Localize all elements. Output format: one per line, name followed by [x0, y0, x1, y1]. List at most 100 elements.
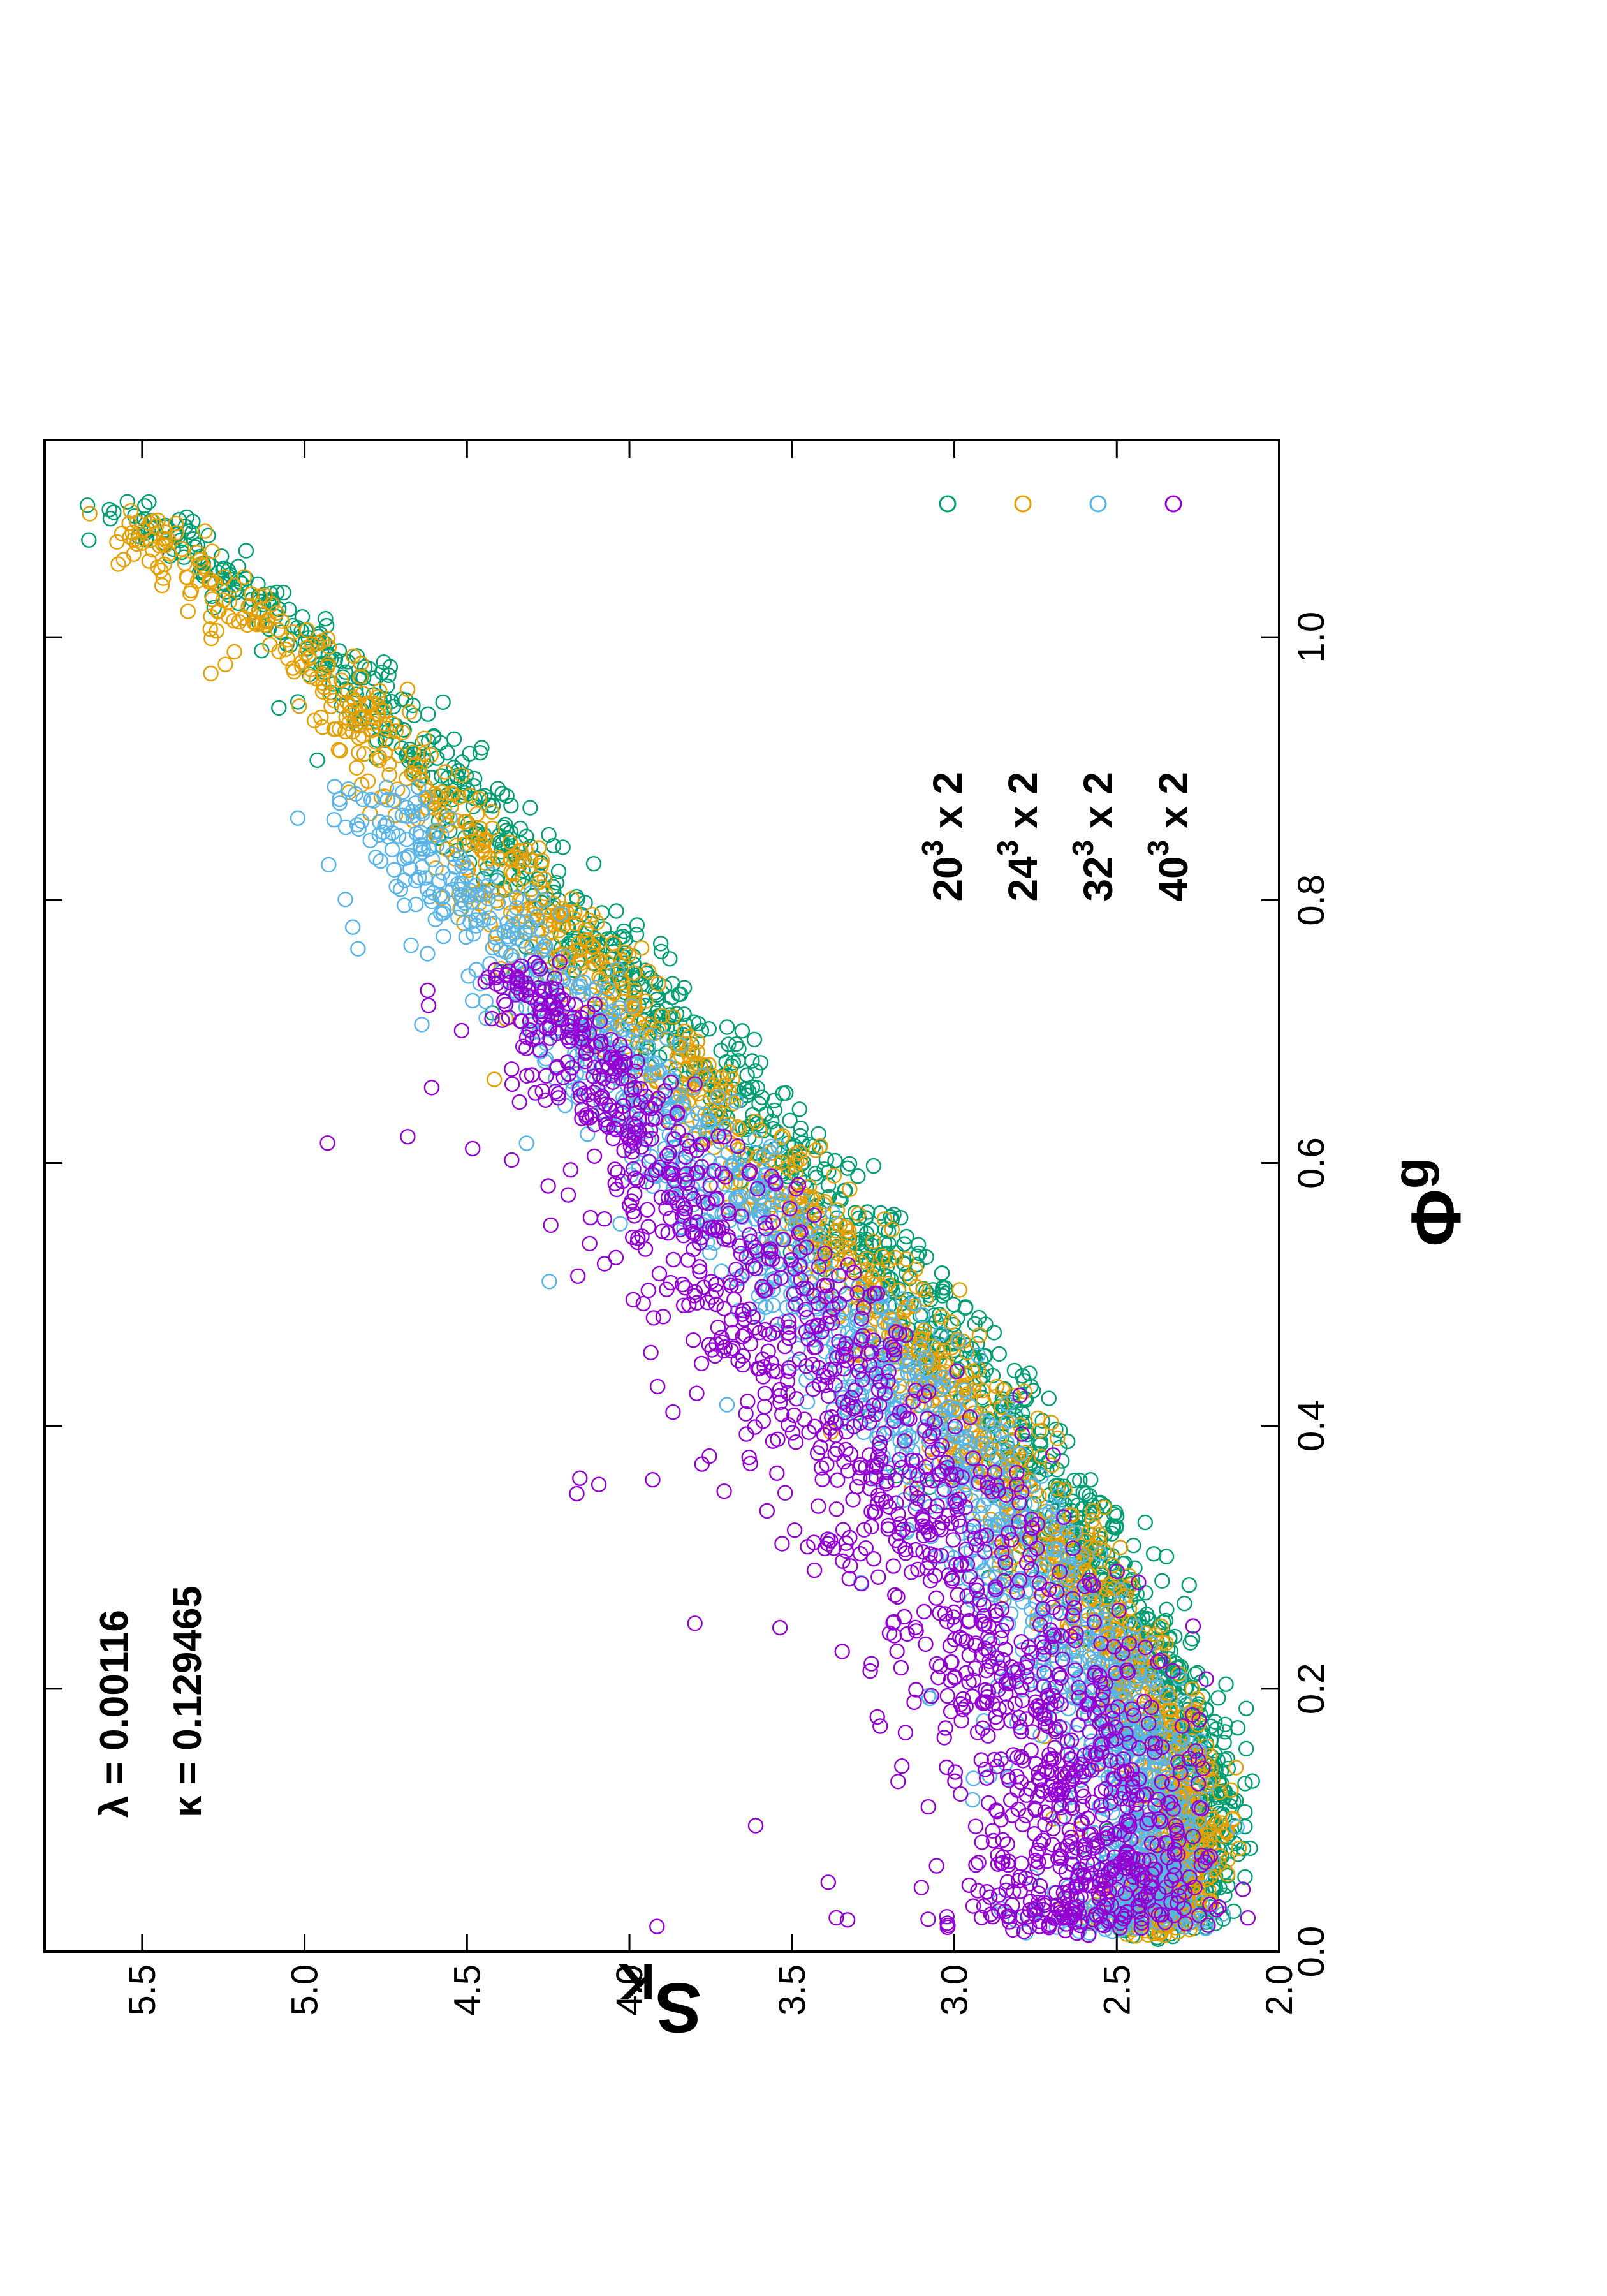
data-point	[392, 881, 409, 897]
data-point	[765, 1433, 781, 1449]
data-point	[850, 1168, 866, 1184]
data-point	[653, 936, 669, 952]
data-point	[386, 862, 402, 878]
data-point	[81, 532, 97, 548]
data-point	[369, 732, 385, 748]
data-point	[119, 494, 136, 510]
data-point	[832, 1191, 848, 1207]
data-point	[290, 810, 306, 826]
data-point	[1031, 1488, 1047, 1504]
data-point	[1137, 1514, 1154, 1531]
data-point	[1235, 1841, 1252, 1857]
data-point	[1159, 1601, 1175, 1617]
data-point	[1154, 1573, 1170, 1589]
data-point	[453, 1022, 470, 1039]
data-point	[490, 781, 506, 797]
data-point	[200, 527, 216, 544]
data-point	[1177, 1596, 1192, 1612]
data-point	[555, 1070, 571, 1085]
data-point	[893, 1209, 909, 1226]
data-point	[923, 1292, 939, 1307]
data-point	[734, 1023, 751, 1039]
data-point	[665, 1404, 681, 1420]
data-point	[629, 917, 645, 933]
data-point	[180, 603, 196, 619]
data-point	[811, 1139, 828, 1156]
data-point	[607, 1161, 623, 1177]
data-point	[1238, 1700, 1254, 1716]
data-point	[920, 1911, 936, 1927]
data-point	[910, 1237, 927, 1253]
data-point	[1158, 1549, 1175, 1564]
data-point	[1210, 1690, 1226, 1706]
data-point	[746, 1031, 763, 1048]
data-point	[829, 1210, 846, 1226]
data-point	[749, 1080, 766, 1096]
data-point	[1082, 1472, 1099, 1488]
data-point	[478, 994, 494, 1010]
data-point	[883, 1209, 899, 1225]
data-point	[991, 1346, 1008, 1362]
data-point	[275, 584, 291, 601]
data-point	[136, 498, 153, 514]
data-point	[1207, 1714, 1223, 1730]
data-point	[518, 1135, 534, 1151]
data-point	[653, 943, 670, 960]
data-point	[384, 841, 400, 858]
data-point	[532, 867, 548, 884]
data-point	[1041, 1390, 1057, 1406]
data-point	[580, 1126, 596, 1142]
data-point	[772, 1619, 788, 1636]
data-point	[141, 494, 157, 510]
data-point	[446, 731, 462, 747]
data-point	[889, 1643, 905, 1659]
data-point	[403, 938, 419, 953]
data-point	[827, 1152, 843, 1169]
data-point	[957, 1300, 974, 1316]
data-point	[217, 656, 233, 672]
data-point	[1181, 1577, 1198, 1593]
data-point	[818, 1151, 835, 1167]
data-point	[465, 992, 481, 1009]
data-point	[416, 730, 432, 747]
data-point	[173, 541, 190, 557]
data-point	[454, 754, 470, 770]
data-point	[319, 617, 335, 634]
data-point	[337, 664, 353, 680]
data-point	[79, 497, 96, 513]
data-point	[934, 1265, 950, 1281]
data-point	[1182, 1635, 1198, 1651]
data-point	[1022, 1365, 1038, 1381]
data-point	[101, 501, 117, 518]
data-point	[436, 928, 451, 945]
data-point	[821, 1189, 837, 1205]
data-point	[778, 1085, 794, 1101]
data-point	[834, 1644, 850, 1659]
data-point	[203, 665, 219, 682]
data-point	[951, 1282, 968, 1298]
data-point	[1218, 1676, 1234, 1692]
data-point	[109, 534, 125, 550]
data-point	[609, 966, 626, 982]
data-point	[1229, 1720, 1246, 1736]
data-point	[739, 1067, 755, 1083]
data-point	[885, 1558, 902, 1574]
data-point	[1217, 1716, 1233, 1732]
data-point	[1235, 1881, 1251, 1897]
data-point	[840, 1160, 856, 1176]
data-point	[678, 1017, 694, 1034]
data-point	[189, 537, 206, 553]
data-point	[788, 1434, 804, 1450]
data-point	[425, 729, 442, 745]
data-point	[777, 1485, 793, 1501]
data-point	[772, 1381, 788, 1398]
data-point	[608, 903, 624, 919]
data-point	[525, 888, 541, 904]
data-point	[543, 1217, 559, 1233]
data-point	[820, 1874, 837, 1890]
data-point	[741, 1084, 757, 1100]
data-point	[845, 1492, 861, 1508]
data-point	[420, 946, 436, 962]
data-point	[345, 919, 361, 935]
